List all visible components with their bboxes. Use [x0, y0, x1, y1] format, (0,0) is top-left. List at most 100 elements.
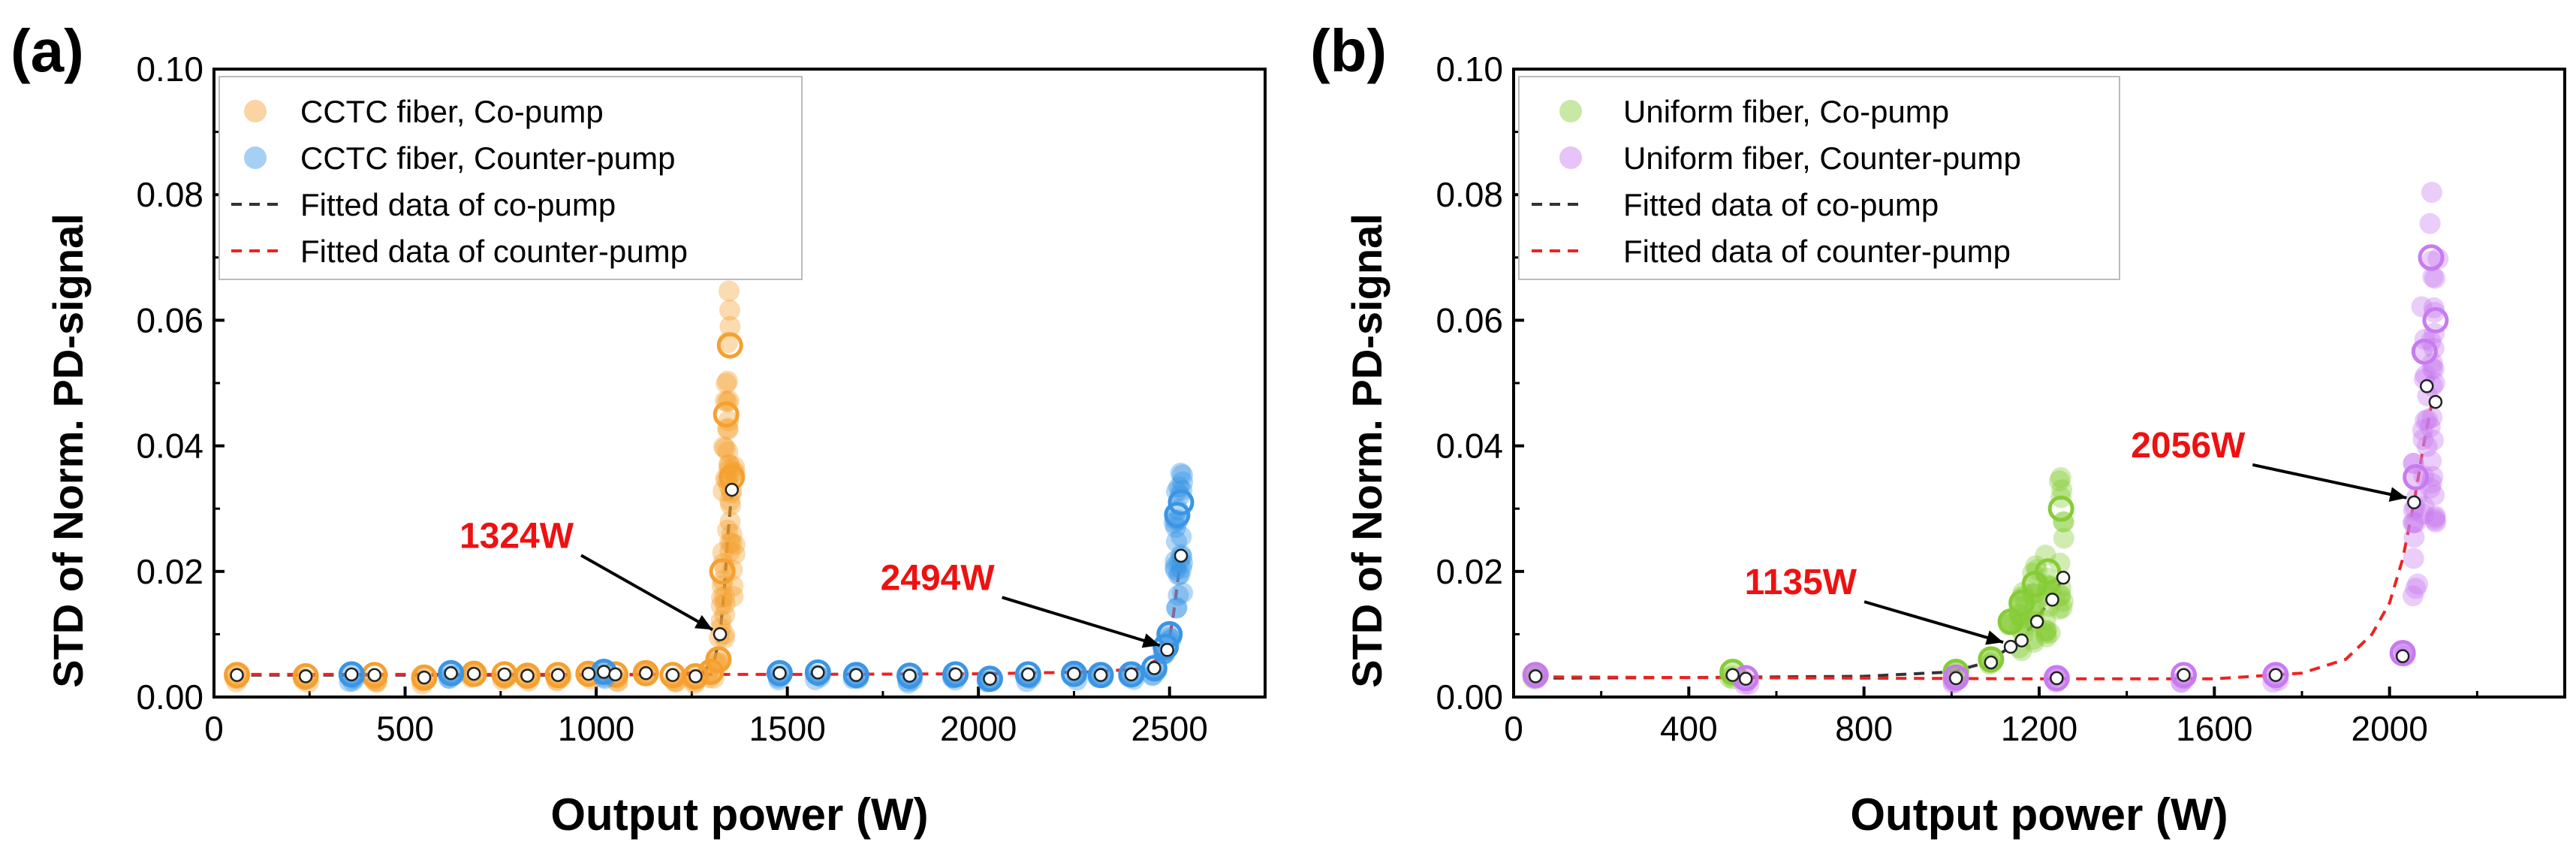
legend-box — [1518, 76, 2120, 280]
average-marker — [367, 668, 382, 682]
scatter-point — [2415, 409, 2436, 431]
scatter-ring — [896, 662, 923, 690]
scatter-point — [2421, 358, 2443, 379]
average-marker — [1067, 666, 1081, 681]
scatter-point — [719, 541, 741, 563]
scatter-point — [2023, 629, 2044, 650]
panel-label: (b) — [1310, 17, 1387, 84]
average-marker — [2420, 379, 2434, 394]
scatter-point — [2423, 430, 2445, 451]
scatter-ring — [1978, 646, 2005, 673]
scatter-ring — [1087, 662, 1114, 689]
average-marker — [2428, 394, 2443, 409]
average-marker — [466, 666, 481, 681]
average-marker — [1725, 668, 1740, 682]
scatter-point — [2403, 548, 2424, 569]
x-tick-label: 1200 — [2001, 709, 2077, 748]
scatter-point — [2421, 472, 2442, 494]
legend-label-co-fit: Fitted data of co-pump — [300, 187, 616, 222]
scatter-ring — [1164, 502, 1191, 529]
scatter-ring — [2047, 495, 2074, 522]
scatter-point — [724, 534, 746, 556]
scatter-point — [721, 524, 743, 545]
x-tick-label: 0 — [1504, 709, 1523, 748]
scatter-point — [2421, 406, 2443, 428]
scatter-point — [2405, 578, 2427, 599]
average-marker — [550, 668, 565, 682]
scatter-ring — [1522, 662, 1549, 689]
average-marker — [688, 669, 703, 684]
y-tick-label: 0.08 — [136, 175, 203, 214]
scatter-point — [1999, 612, 2021, 634]
average-marker — [1984, 655, 1999, 670]
scatter-point — [1170, 462, 1192, 484]
scatter-ring — [1152, 633, 1180, 660]
scatter-point — [1172, 471, 1194, 493]
average-marker — [2268, 668, 2283, 682]
plot-frame — [1512, 68, 2566, 699]
scatter-ring — [682, 662, 709, 690]
x-tick-label: 1600 — [2176, 709, 2252, 748]
legend-label-counter-pump: CCTC fiber, Counter-pump — [300, 140, 676, 176]
scatter-point — [2424, 267, 2446, 289]
scatter-point — [2422, 466, 2444, 487]
scatter-point — [2425, 511, 2447, 533]
x-tick-label: 400 — [1660, 709, 1718, 748]
scatter-point — [2421, 352, 2443, 374]
scatter-point — [2412, 428, 2434, 450]
scatter-ring — [1942, 664, 1969, 691]
scatter-point — [710, 595, 732, 617]
scatter-ring — [2403, 463, 2430, 490]
scatter-ring — [632, 659, 659, 687]
scatter-point — [717, 418, 739, 440]
scatter-point — [2420, 477, 2442, 499]
legend: Uniform fiber, Co-pump Uniform fiber, Co… — [1518, 76, 2120, 280]
scatter-point — [2416, 436, 2438, 457]
panel-a: (a) STD of Norm. PD-signal Output power … — [11, 17, 1267, 840]
scatter-point — [2405, 468, 2427, 490]
scatter-ring — [2418, 244, 2445, 271]
scatter-point — [2424, 301, 2445, 323]
annotation-arrow-line — [1002, 596, 1161, 647]
scatter-ring — [976, 665, 1003, 693]
scatter-point — [2412, 419, 2433, 441]
scatter-ring — [1140, 655, 1167, 682]
scatter-point — [717, 370, 739, 392]
average-marker — [1124, 667, 1139, 682]
scatter-ring — [338, 661, 365, 688]
scatter-ring — [2262, 662, 2289, 689]
scatter-point — [1170, 526, 1192, 548]
average-marker — [230, 668, 244, 682]
scatter-point — [2412, 503, 2434, 525]
average-marker — [520, 668, 535, 683]
scatter-ring — [1118, 661, 1145, 688]
scatter-point — [2427, 248, 2449, 270]
scatter-point — [717, 441, 739, 463]
annotation-arrow-head — [1141, 633, 1160, 648]
average-marker — [444, 665, 458, 680]
average-marker — [773, 665, 787, 680]
legend: CCTC fiber, Co-pump CCTC fiber, Counter-… — [218, 76, 803, 280]
scatter-ring — [2008, 590, 2035, 617]
scatter-ring — [438, 659, 465, 687]
y-tick-label: 0.04 — [1436, 427, 1503, 466]
scatter-ring — [1014, 661, 1041, 688]
scatter-point — [2403, 511, 2424, 533]
average-marker — [1147, 661, 1161, 675]
legend-label-co-fit: Fitted data of co-pump — [1623, 187, 1939, 222]
scatter-point — [2413, 465, 2435, 487]
scatter-point — [1167, 564, 1189, 586]
scatter-point — [1166, 597, 1188, 619]
scatter-point — [2035, 626, 2057, 648]
scatter-point — [2039, 622, 2061, 644]
average-marker — [2029, 614, 2044, 629]
scatter-point — [2011, 590, 2032, 611]
scatter-point — [1165, 530, 1187, 552]
y-tick-label: 0.02 — [136, 552, 203, 591]
scatter-point — [724, 543, 746, 565]
scatter-point — [2023, 632, 2044, 653]
scatter-point — [2035, 623, 2056, 644]
scatter-ring — [716, 332, 743, 359]
scatter-ring — [942, 661, 969, 688]
